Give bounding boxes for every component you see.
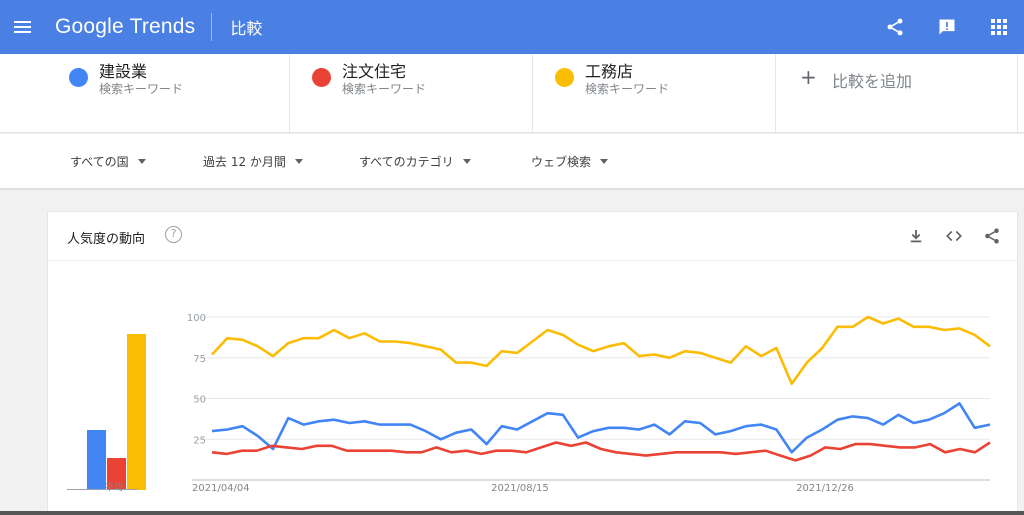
search-type-filter-label: ウェブ検索 <box>531 155 592 169</box>
region-filter[interactable]: すべての国 <box>70 153 146 170</box>
share-icon[interactable] <box>884 16 906 38</box>
apps-grid-icon[interactable] <box>988 16 1010 38</box>
term-color-dot <box>312 68 331 87</box>
period-filter[interactable]: 過去 12 か月間 <box>203 153 303 170</box>
menu-icon[interactable] <box>0 0 44 54</box>
term-name: 注文住宅 <box>342 62 407 81</box>
embed-icon[interactable] <box>943 225 965 247</box>
term-1[interactable]: 建設業 検索キーワード <box>47 54 290 132</box>
card-title: 人気度の動向 <box>67 232 146 247</box>
average-bar-term-1 <box>87 429 106 490</box>
average-bar-term-2 <box>107 458 126 490</box>
term-color-dot <box>69 68 88 87</box>
average-label: 平均 <box>105 483 124 493</box>
x-tick-label: 2021/08/15 <box>491 483 549 494</box>
caret-down-icon <box>137 159 146 164</box>
filter-bar: すべての国 過去 12 か月間 すべてのカテゴリ ウェブ検索 <box>0 134 1024 189</box>
help-icon[interactable]: ? <box>165 226 182 243</box>
page-title: 比較 <box>230 19 263 38</box>
window-bottom-edge <box>0 511 1024 515</box>
interest-line-chart[interactable]: 100 75 50 25 2021/04/04 2021/08/15 2021/12/26 <box>180 300 1000 500</box>
term-name: 工務店 <box>585 62 634 81</box>
category-filter[interactable]: すべてのカテゴリ <box>359 153 471 170</box>
term-2[interactable]: 注文住宅 検索キーワード <box>290 54 533 132</box>
caret-down-icon <box>294 159 303 164</box>
period-filter-label: 過去 12 か月間 <box>203 155 286 169</box>
x-tick-label: 2021/12/26 <box>796 483 854 494</box>
add-comparison-button[interactable]: + 比較を追加 <box>776 54 1018 132</box>
appbar-divider <box>211 13 213 41</box>
term-color-dot <box>555 68 574 87</box>
category-filter-label: すべてのカテゴリ <box>359 155 454 169</box>
term-name: 建設業 <box>99 62 148 81</box>
plus-icon: + <box>800 65 817 89</box>
series-line-2[interactable] <box>211 402 991 454</box>
y-tick-label: 50 <box>193 395 206 406</box>
region-filter-label: すべての国 <box>70 155 129 169</box>
average-bar-term-3 <box>127 333 146 490</box>
app-bar: Google Trends 比較 <box>0 0 1024 54</box>
y-tick-label: 100 <box>187 313 206 324</box>
card-header: 人気度の動向 ? <box>48 212 1017 261</box>
search-type-filter[interactable]: ウェブ検索 <box>531 153 609 170</box>
feedback-icon[interactable] <box>936 16 958 38</box>
averages-bar-chart <box>67 290 167 490</box>
add-comparison-label: 比較を追加 <box>832 72 913 91</box>
y-tick-label: 75 <box>193 354 206 365</box>
term-type: 検索キーワード <box>99 82 184 96</box>
series-line-3[interactable] <box>211 441 991 462</box>
averages-baseline <box>67 489 137 490</box>
interest-over-time-card: 人気度の動向 ? <box>47 211 1018 515</box>
series-line-1[interactable] <box>211 315 991 386</box>
share-icon[interactable] <box>981 225 1003 247</box>
download-icon[interactable] <box>905 225 927 247</box>
term-3[interactable]: 工務店 検索キーワード <box>533 54 776 132</box>
caret-down-icon <box>462 159 471 164</box>
caret-down-icon <box>600 159 609 164</box>
comparison-terms: 建設業 検索キーワード 注文住宅 検索キーワード 工務店 検索キーワード + 比… <box>0 54 1024 133</box>
y-tick-label: 25 <box>193 435 206 446</box>
x-tick-label: 2021/04/04 <box>192 483 250 494</box>
term-type: 検索キーワード <box>585 82 670 96</box>
google-trends-logo[interactable]: Google Trends <box>55 15 196 38</box>
term-type: 検索キーワード <box>342 82 427 96</box>
